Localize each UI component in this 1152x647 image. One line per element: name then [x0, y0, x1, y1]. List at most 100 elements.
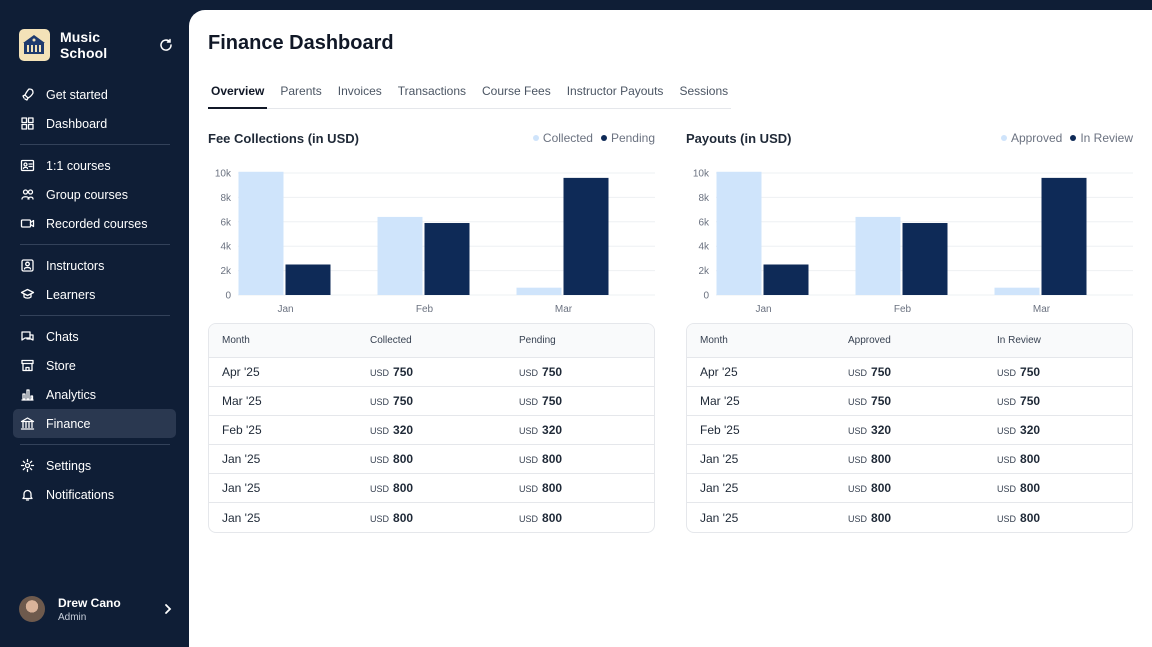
refresh-icon[interactable]: [159, 37, 174, 53]
sidebar-item-instructors[interactable]: Instructors: [13, 251, 176, 280]
user-name: Drew Cano: [58, 595, 121, 610]
bank-icon: [20, 416, 35, 431]
sidebar-item-settings[interactable]: Settings: [13, 451, 176, 480]
table-row[interactable]: Apr '25 USD 750 USD 750: [209, 358, 654, 387]
y-tick-label: 6k: [698, 217, 710, 228]
table-row[interactable]: Mar '25 USD 750 USD 750: [687, 387, 1132, 416]
sidebar-item-label: Dashboard: [46, 116, 108, 131]
table-row[interactable]: Feb '25 USD 320 USD 320: [687, 416, 1132, 445]
currency-label: USD: [370, 484, 390, 494]
nav-divider: [20, 144, 170, 145]
tab-course-fees[interactable]: Course Fees: [482, 84, 551, 98]
amount-value: 320: [542, 423, 563, 437]
video-icon: [20, 216, 35, 231]
sidebar-item-1-1-courses[interactable]: 1:1 courses: [13, 151, 176, 180]
currency-label: USD: [370, 455, 390, 465]
legend-item: Pending: [600, 131, 655, 145]
amount-cell: USD 800: [836, 452, 985, 466]
fee-collections-chart: 0 2k 4k 6k 8k 10k Jan Feb Mar: [215, 169, 655, 315]
sidebar-item-learners[interactable]: Learners: [13, 280, 176, 309]
table-row[interactable]: Jan '25 USD 800 USD 800: [209, 503, 654, 532]
sidebar-item-analytics[interactable]: Analytics: [13, 380, 176, 409]
column-header[interactable]: Pending: [519, 335, 556, 346]
tab-instructor-payouts[interactable]: Instructor Payouts: [566, 84, 664, 98]
currency-label: USD: [519, 484, 539, 494]
sidebar-item-get-started[interactable]: Get started: [13, 80, 176, 109]
month-cell: Jan '25: [222, 510, 261, 525]
legend-label: Pending: [610, 131, 655, 145]
month-cell: Feb '25: [700, 423, 740, 437]
table-row[interactable]: Mar '25 USD 750 USD 750: [209, 387, 654, 416]
currency-label: USD: [997, 455, 1017, 465]
tab-overview[interactable]: Overview: [208, 79, 268, 109]
user-profile[interactable]: Drew Cano Admin: [19, 594, 174, 624]
table-row[interactable]: Apr '25 USD 750 USD 750: [687, 358, 1132, 387]
tab-sessions[interactable]: Sessions: [679, 84, 729, 98]
sidebar-item-chats[interactable]: Chats: [13, 322, 176, 351]
y-tick-label: 0: [225, 291, 231, 302]
sidebar-item-recorded-courses[interactable]: Recorded courses: [13, 209, 176, 238]
amount-cell: USD 800: [358, 452, 507, 466]
amount-cell: USD 800: [985, 481, 1132, 495]
currency-label: USD: [519, 397, 539, 407]
y-tick-label: 2k: [220, 266, 232, 277]
table-row[interactable]: Jan '25 USD 800 USD 800: [209, 474, 654, 503]
currency-label: USD: [848, 513, 868, 524]
sidebar-item-label: Settings: [46, 458, 92, 473]
month-cell: Apr '25: [700, 365, 738, 379]
fee-collections-table: Month Collected Pending Apr '25 USD 750 USD 750…: [208, 323, 655, 533]
table-row[interactable]: Jan '25 USD 800 USD 800: [687, 445, 1132, 474]
legend-dot: [1070, 135, 1077, 141]
chevron-right-icon[interactable]: [162, 603, 174, 615]
table-row[interactable]: Jan '25 USD 800 USD 800: [687, 503, 1132, 532]
column-header[interactable]: Collected: [370, 335, 412, 346]
bar-in-review: [763, 264, 809, 295]
sidebar-item-notifications[interactable]: Notifications: [13, 480, 176, 509]
payouts-table: Month Approved In Review Apr '25 USD 750 USD 75…: [686, 323, 1133, 533]
bar-collected: [377, 216, 423, 295]
users-icon: [20, 187, 35, 202]
amount-cell: USD 320: [358, 423, 507, 437]
sidebar-item-finance[interactable]: Finance: [13, 409, 176, 438]
bar-collected: [516, 287, 562, 295]
table-row[interactable]: Jan '25 USD 800 USD 800: [209, 445, 654, 474]
column-header[interactable]: Approved: [848, 335, 891, 346]
tab-invoices[interactable]: Invoices: [337, 84, 382, 98]
brand: Music School: [19, 29, 174, 61]
y-tick-label: 4k: [220, 242, 232, 253]
amount-cell: USD 320: [836, 423, 985, 437]
store-icon: [20, 358, 35, 373]
month-cell: Jan '25: [700, 452, 739, 466]
currency-label: USD: [370, 397, 390, 407]
bell-icon: [20, 487, 35, 502]
nav-divider: [20, 444, 170, 445]
column-header[interactable]: Month: [700, 335, 728, 346]
column-header[interactable]: Month: [222, 335, 250, 346]
table-row[interactable]: Feb '25 USD 320 USD 320: [209, 416, 654, 445]
amount-value: 800: [1020, 452, 1041, 466]
sidebar-item-label: Instructors: [46, 258, 105, 273]
chart-title: Fee Collections (in USD): [208, 130, 359, 146]
tab-parents[interactable]: Parents: [280, 84, 322, 98]
column-header[interactable]: In Review: [997, 335, 1041, 346]
month-cell: Jan '25: [700, 481, 739, 495]
sidebar-item-group-courses[interactable]: Group courses: [13, 180, 176, 209]
y-tick-label: 8k: [220, 193, 232, 204]
amount-value: 320: [393, 423, 414, 437]
chart-legend: Collected Pending: [525, 131, 655, 145]
bar-pending: [563, 177, 609, 295]
bar-pending: [285, 264, 331, 295]
sidebar-item-dashboard[interactable]: Dashboard: [13, 109, 176, 138]
month-cell: Jan '25: [700, 510, 739, 525]
bar-collected: [238, 171, 284, 295]
bar-in-review: [1041, 177, 1087, 295]
chart-title: Payouts (in USD): [686, 130, 792, 146]
amount-value: 320: [871, 423, 892, 437]
table-row[interactable]: Jan '25 USD 800 USD 800: [687, 474, 1132, 503]
amount-cell: USD 800: [985, 511, 1132, 525]
chart-legend: Approved In Review: [993, 131, 1133, 145]
amount-cell: USD 800: [507, 511, 654, 525]
sidebar-item-label: Notifications: [46, 487, 115, 502]
tab-transactions[interactable]: Transactions: [397, 84, 467, 98]
sidebar-item-store[interactable]: Store: [13, 351, 176, 380]
